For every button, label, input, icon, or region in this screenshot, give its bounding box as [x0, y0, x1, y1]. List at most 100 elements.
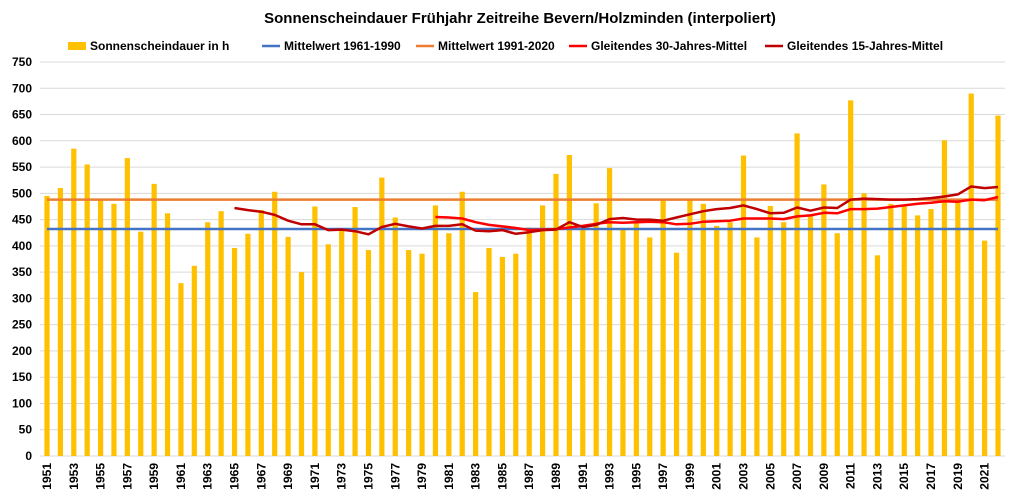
- bar-1995: [633, 222, 639, 456]
- bar-1997: [660, 198, 666, 456]
- gridlines: [40, 61, 1005, 457]
- bar-1977: [392, 217, 398, 456]
- y-tick-label: 0: [25, 449, 32, 463]
- x-tick-label: 1977: [388, 463, 402, 490]
- bar-1957: [124, 158, 130, 457]
- bar-1973: [339, 230, 345, 456]
- x-tick-label: 2009: [817, 463, 831, 490]
- bar-2001: [714, 225, 720, 456]
- y-axis-ticks: 0 50 100 150 200 250 300 350 400 450 500 550 600 650 7…: [12, 55, 32, 463]
- x-tick-label: 1973: [335, 463, 349, 490]
- x-tick-label: 2005: [763, 463, 777, 490]
- bar-2018: [941, 140, 948, 457]
- bar-1988: [539, 205, 546, 456]
- bar-2015: [901, 206, 907, 456]
- bars: [44, 93, 1001, 457]
- bar-1993: [606, 168, 613, 456]
- legend-label: Sonnenscheindauer in h: [90, 39, 229, 53]
- x-tick-label: 1993: [603, 463, 617, 490]
- legend-item: Sonnenscheindauer in h: [68, 39, 229, 53]
- bar-2000: [700, 203, 706, 456]
- bar-1961: [178, 283, 184, 456]
- bar-1987: [526, 227, 532, 456]
- bar-2021: [982, 240, 988, 456]
- x-tick-label: 1967: [254, 463, 268, 490]
- x-tick-label: 1975: [361, 463, 375, 490]
- x-axis-ticks: 1951 1953 1955 1957 1959 1961 1963 1965 1967 1969…: [40, 463, 992, 490]
- x-tick-label: 2017: [924, 463, 938, 490]
- bar-1964: [218, 211, 224, 456]
- y-tick-label: 500: [12, 186, 32, 200]
- x-tick-label: 1953: [67, 463, 81, 490]
- y-tick-label: 200: [12, 344, 32, 358]
- bar-1967: [258, 210, 264, 456]
- y-tick-label: 100: [12, 396, 32, 410]
- bar-1979: [419, 253, 425, 456]
- legend-swatch: [68, 42, 86, 50]
- bar-2009: [821, 184, 827, 457]
- x-tick-label: 1991: [576, 463, 590, 490]
- moving-average-line-4: [234, 185, 999, 236]
- x-tick-label: 2003: [737, 463, 751, 490]
- x-tick-label: 1959: [147, 463, 161, 490]
- y-tick-label: 600: [12, 134, 32, 148]
- bar-2004: [754, 237, 760, 456]
- x-tick-label: 2019: [951, 463, 965, 490]
- bar-2020: [968, 93, 974, 457]
- x-tick-label: 1955: [94, 463, 108, 490]
- bar-1992: [593, 203, 599, 456]
- bar-1980: [432, 205, 439, 456]
- x-tick-label: 1965: [228, 463, 242, 490]
- x-tick-label: 1957: [120, 463, 134, 490]
- legend: Sonnenscheindauer in h Mittelwert 1961-19…: [68, 39, 943, 53]
- bar-1999: [687, 198, 693, 456]
- bar-1959: [151, 183, 157, 457]
- y-tick-label: 750: [12, 55, 32, 69]
- bar-1975: [365, 250, 372, 456]
- legend-item: Gleitendes 15-Jahres-Mittel: [765, 39, 943, 53]
- bar-1969: [285, 236, 291, 456]
- bar-1954: [84, 164, 90, 456]
- y-tick-label: 450: [12, 213, 32, 227]
- bar-2003: [740, 155, 747, 456]
- bar-1978: [406, 250, 412, 456]
- bar-2022: [995, 115, 1001, 457]
- bar-1963: [205, 222, 211, 456]
- bar-1994: [620, 229, 626, 456]
- bar-2010: [834, 233, 840, 456]
- bar-1976: [379, 177, 385, 456]
- y-tick-label: 250: [12, 318, 32, 332]
- y-tick-label: 350: [12, 265, 32, 279]
- x-tick-label: 1999: [683, 463, 697, 490]
- lines: [47, 185, 999, 236]
- bar-1958: [138, 231, 144, 456]
- bar-1989: [553, 173, 559, 456]
- bar-1962: [191, 265, 197, 456]
- x-tick-label: 1983: [469, 463, 483, 490]
- bar-2019: [955, 199, 961, 456]
- legend-item: Mittelwert 1961-1990: [262, 39, 401, 53]
- y-tick-label: 550: [12, 160, 32, 174]
- legend-label: Mittelwert 1961-1990: [284, 39, 401, 53]
- bar-2016: [915, 215, 921, 456]
- bar-2014: [888, 203, 894, 456]
- x-tick-label: 1985: [495, 463, 509, 490]
- bar-1986: [513, 253, 519, 456]
- bar-2007: [794, 133, 800, 457]
- legend-label: Mittelwert 1991-2020: [438, 39, 555, 53]
- bar-2011: [848, 100, 854, 456]
- bar-1982: [459, 191, 465, 457]
- bar-2008: [807, 214, 814, 456]
- x-tick-label: 1987: [522, 463, 536, 490]
- bar-1985: [499, 256, 506, 456]
- x-tick-label: 2015: [897, 463, 911, 490]
- chart-title: Sonnenscheindauer Frühjahr Zeitreihe Bev…: [264, 10, 776, 27]
- bar-1951: [44, 195, 50, 456]
- bar-1966: [245, 233, 251, 456]
- x-tick-label: 1981: [442, 463, 456, 490]
- x-tick-label: 1969: [281, 463, 295, 490]
- bar-1970: [298, 272, 305, 456]
- bar-1991: [580, 229, 586, 456]
